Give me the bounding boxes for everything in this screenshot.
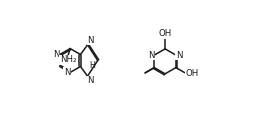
Text: N: N xyxy=(64,68,70,77)
Text: OH: OH xyxy=(185,69,198,78)
Text: NH₂: NH₂ xyxy=(60,55,76,64)
Text: H: H xyxy=(89,61,94,70)
Text: N: N xyxy=(53,50,59,59)
Text: N: N xyxy=(87,76,94,85)
Text: OH: OH xyxy=(158,29,171,38)
Text: N: N xyxy=(175,51,182,60)
Text: N: N xyxy=(87,36,94,45)
Text: N: N xyxy=(147,51,154,60)
